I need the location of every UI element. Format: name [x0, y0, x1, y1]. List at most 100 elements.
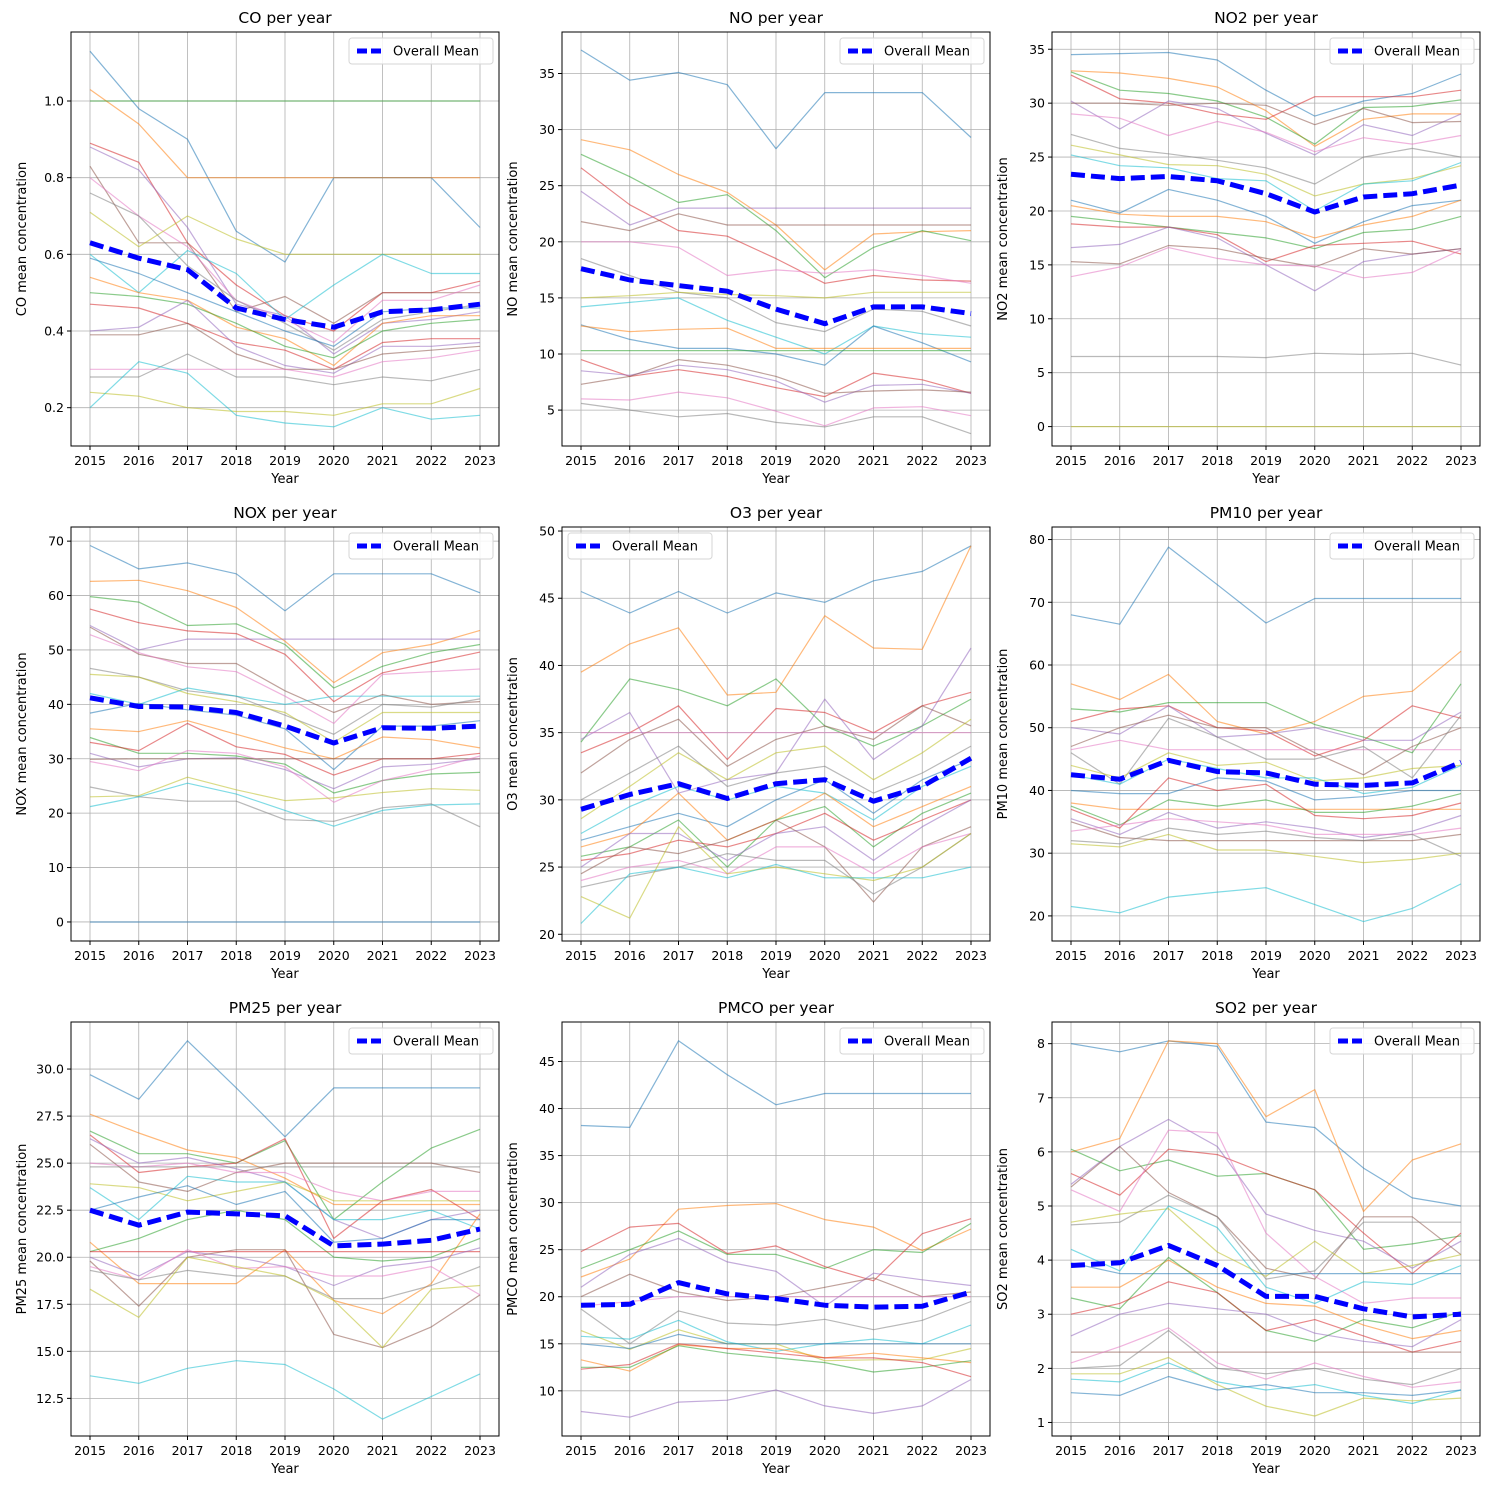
- chart-5-series-line-17: [1070, 827, 1462, 857]
- chart-8-series-line-3: [1070, 1148, 1462, 1275]
- chart-6-series-line-5: [89, 1143, 481, 1193]
- chart-2-ytick-label-6: 30: [1029, 96, 1045, 111]
- chart-1-legend: Overall Mean: [839, 37, 985, 65]
- chart-5-ytick-label-4: 60: [1029, 658, 1045, 673]
- chart-7-series-line-4: [580, 1237, 972, 1307]
- chart-4-xtick-label-3: 2018: [711, 948, 743, 963]
- chart-4-series-line-8: [580, 718, 972, 820]
- chart-1-series-line-3: [580, 167, 972, 284]
- chart-3-legend-box: [348, 532, 494, 560]
- chart-8-series-line-11: [1071, 1259, 1462, 1340]
- chart-3-legend: Overall Mean: [348, 532, 494, 560]
- chart-5-xtick-label-5: 2020: [1299, 948, 1331, 963]
- chart-6-series-line-2: [89, 1128, 481, 1221]
- chart-0-series-line-4: [89, 146, 481, 355]
- chart-6-series-line-15: [89, 1249, 481, 1349]
- chart-1-series-line-10: [580, 324, 972, 366]
- chart-6-ytick-label-6: 27.5: [36, 1109, 64, 1124]
- chart-1-series-line-0: [580, 49, 972, 150]
- chart-4-series-line-0: [580, 545, 972, 614]
- chart-3-series-line-1: [89, 579, 481, 684]
- chart-3-series-line-4: [89, 624, 480, 651]
- chart-2-series-line-13: [1070, 223, 1462, 263]
- chart-6-xtick-label-0: 2015: [74, 1443, 106, 1458]
- chart-3-series-line-15: [89, 758, 480, 760]
- chart-1-series-line-13: [580, 359, 972, 398]
- chart-2-series-line-12: [1070, 215, 1462, 250]
- chart-6: 2015 2016 2017 2018 2019 2020 2021 2022 2023 12.5…: [15, 999, 500, 1477]
- chart-3-ytick-label-2: 20: [48, 806, 64, 821]
- chart-5-series-line-0: [1070, 546, 1461, 625]
- chart-2-ytick-label-2: 10: [1029, 311, 1045, 326]
- chart-1-series-line-5: [580, 213, 971, 232]
- chart-5-ytick-label-5: 70: [1029, 595, 1045, 610]
- chart-4-series-line-3: [580, 691, 972, 761]
- chart-3-series-line-6: [89, 634, 481, 725]
- chart-5-series-line-9: [1070, 758, 1462, 795]
- chart-7-xlabel: Year: [761, 1462, 790, 1477]
- chart-6-ytick-label-5: 25.0: [36, 1156, 64, 1171]
- chart-2-series-line-8: [1070, 144, 1462, 197]
- chart-0-xtick-label-0: 2015: [74, 453, 106, 468]
- chart-8-legend-box: [1329, 1027, 1475, 1055]
- chart-7-series-line-10: [580, 1333, 971, 1350]
- chart-1-xtick-label-2: 2017: [663, 453, 695, 468]
- chart-5-series-line-10: [1070, 777, 1461, 801]
- chart-5-ylabel: PM10 mean concentration: [996, 649, 1011, 820]
- chart-3-series-line-3: [89, 608, 481, 703]
- chart-8-xtick-label-1: 2016: [1104, 1443, 1136, 1458]
- chart-3-xtick-label-0: 2015: [74, 948, 106, 963]
- chart-2-xtick-label-1: 2016: [1104, 453, 1136, 468]
- chart-2-series-line-0: [1070, 51, 1462, 117]
- chart-3-xtick-label-6: 2021: [367, 948, 399, 963]
- chart-8-ytick-label-3: 4: [1037, 1253, 1045, 1268]
- chart-5-xtick-label-7: 2022: [1396, 948, 1428, 963]
- chart-8-ytick-label-2: 3: [1037, 1307, 1045, 1322]
- chart-8-xlabel: Year: [1251, 1462, 1280, 1477]
- chart-5-series-line-19: [1070, 883, 1462, 923]
- chart-7-series-line-3: [580, 1218, 972, 1282]
- chart-6-ylabel: PM25 mean concentration: [15, 1144, 30, 1315]
- chart-3-ytick-label-0: 0: [56, 914, 64, 929]
- chart-3-series-line-18: [89, 776, 481, 802]
- chart-1-ytick-label-2: 15: [539, 290, 555, 305]
- chart-6-series-line-19: [89, 1360, 481, 1420]
- chart-1-xtick-label-6: 2021: [858, 453, 890, 468]
- chart-5-xtick-label-2: 2017: [1153, 948, 1185, 963]
- chart-1-series-line-15: [580, 359, 972, 394]
- chart-5-series-line-8: [1070, 752, 1462, 782]
- chart-0-series-line-8: [89, 211, 480, 255]
- chart-1-mean-line: [580, 266, 972, 327]
- chart-1-xtick-label-0: 2015: [565, 453, 597, 468]
- chart-7-xtick-label-8: 2023: [955, 1443, 987, 1458]
- chart-4-series-line-14: [580, 799, 972, 868]
- chart-8-xtick-label-2: 2017: [1153, 1443, 1185, 1458]
- chart-2-xtick-label-7: 2022: [1396, 453, 1428, 468]
- chart-0-xtick-label-8: 2023: [464, 453, 496, 468]
- chart-7-series-line-0: [580, 1040, 971, 1129]
- chart-4-xtick-label-6: 2021: [858, 948, 890, 963]
- chart-2-xlabel: Year: [1251, 472, 1280, 487]
- chart-2-xtick-label-2: 2017: [1153, 453, 1185, 468]
- chart-4-title: O3 per year: [730, 504, 823, 522]
- chart-2: 2015 2016 2017 2018 2019 2020 2021 2022 20230510…: [996, 9, 1481, 487]
- chart-7-ytick-label-4: 30: [539, 1195, 555, 1210]
- chart-7-xtick-label-7: 2022: [906, 1443, 938, 1458]
- chart-0-series-line-17: [90, 353, 481, 386]
- chart-0-ytick-label-1: 0.4: [44, 324, 64, 339]
- chart-0: 2015 2016 2017 2018 2019 2020 2021 2022 2023 0.2 0…: [15, 9, 500, 487]
- chart-8-legend-label: Overall Mean: [1374, 1035, 1460, 1050]
- chart-5-series-line-3: [1070, 705, 1462, 757]
- chart-8-title: SO2 per year: [1215, 999, 1318, 1017]
- chart-5-xtick-label-1: 2016: [1104, 948, 1136, 963]
- chart-7-series-line-1: [580, 1202, 972, 1278]
- chart-4-legend-label: Overall Mean: [612, 540, 698, 555]
- chart-5-series-line-16: [1070, 818, 1462, 836]
- chart-0-xtick-label-6: 2021: [367, 453, 399, 468]
- chart-2-series-line-3: [1070, 74, 1462, 120]
- chart-3-title: NOX per year: [233, 504, 337, 522]
- chart-0-series-line-14: [89, 299, 481, 374]
- chart-1-series-line-9: [580, 297, 972, 355]
- chart-4-ytick-label-0: 20: [539, 927, 555, 942]
